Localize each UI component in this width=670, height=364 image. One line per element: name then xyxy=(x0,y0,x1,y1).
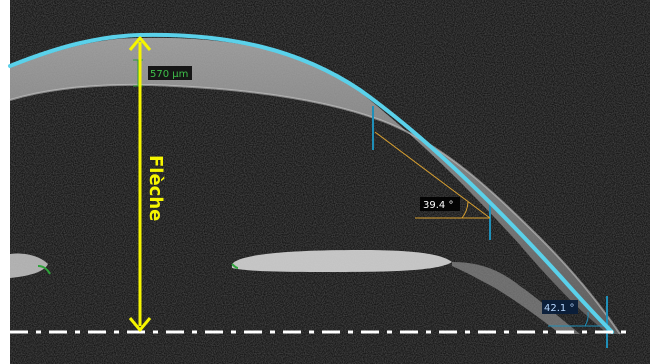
iris-left xyxy=(10,253,48,278)
thickness-label-box xyxy=(148,66,192,80)
sag-arrow-head-top xyxy=(128,36,152,51)
angle-recess-tissue xyxy=(452,262,580,334)
angle-2-arc xyxy=(584,311,589,327)
angle-arc xyxy=(461,201,469,219)
lens-edge-right xyxy=(231,263,239,269)
angle-line-upper xyxy=(374,131,491,219)
cornea-inner-edge xyxy=(9,83,621,335)
angle-2-label: 42.1 ° xyxy=(544,303,574,314)
thickness-label: 570 µm xyxy=(150,69,188,80)
iris-right xyxy=(232,250,452,272)
sag-arrow-head-bottom xyxy=(128,317,152,332)
angle-1-label-box xyxy=(420,197,460,211)
angle-2-label-box xyxy=(542,300,578,314)
angle-1-label: 39.4 ° xyxy=(423,200,453,211)
lens-edge-left xyxy=(37,265,51,275)
cornea-contour-curve xyxy=(8,32,614,334)
sag-label: Flèche xyxy=(145,155,166,221)
cornea-tissue xyxy=(10,37,620,334)
